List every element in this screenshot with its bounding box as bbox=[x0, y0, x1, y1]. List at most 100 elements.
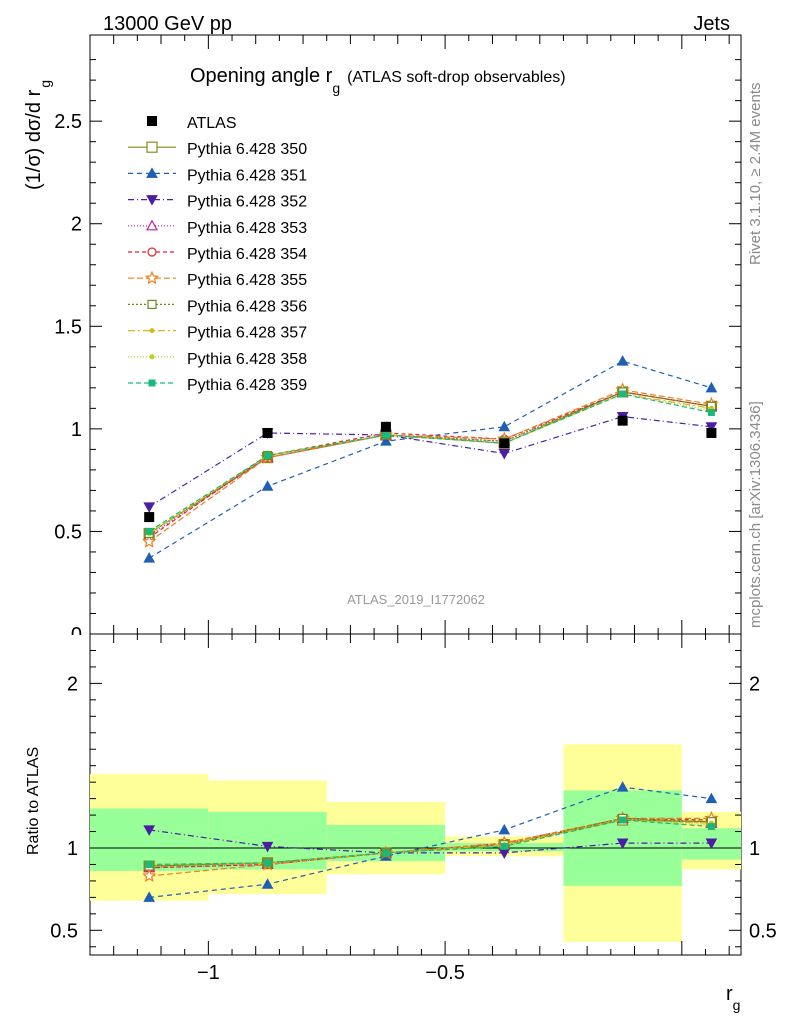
ratio-y-tick-label-right: 2 bbox=[749, 673, 760, 695]
main-series-point-9 bbox=[619, 390, 627, 398]
legend-label-6: Pythia 6.428 356 bbox=[187, 298, 307, 315]
legend-marker-9 bbox=[148, 379, 156, 387]
main-y-axis-label-subscript: g bbox=[37, 80, 53, 88]
ratio-series-line-5 bbox=[149, 817, 712, 877]
legend-label-9: Pythia 6.428 359 bbox=[187, 377, 307, 394]
ratio-y-tick-label-right: 0.5 bbox=[749, 920, 777, 942]
header-process: 13000 GeV pp bbox=[103, 13, 232, 35]
main-series-line-1 bbox=[148, 360, 712, 559]
ratio-series-point-1 bbox=[498, 823, 511, 835]
main-y-tick-label: 0.5 bbox=[54, 521, 82, 543]
main-series-point-1 bbox=[705, 381, 718, 393]
main-series-point-2 bbox=[705, 422, 718, 433]
atlas-data-point bbox=[380, 421, 391, 432]
legend-marker-4 bbox=[147, 247, 157, 257]
main-series-point-2 bbox=[143, 502, 156, 513]
ratio-series-point-9 bbox=[707, 823, 715, 831]
main-series-point-5 bbox=[142, 534, 157, 548]
legend-label-4: Pythia 6.428 354 bbox=[187, 246, 307, 263]
ratio-series-point-2 bbox=[261, 841, 274, 853]
mcplots-label: mcplots.cern.ch [arXiv:1306.3436] bbox=[747, 401, 764, 628]
legend-marker-3 bbox=[145, 219, 159, 231]
ratio-y-tick-label: 1 bbox=[67, 838, 78, 860]
main-series-point-9 bbox=[707, 408, 715, 416]
ratio-series-point-1 bbox=[261, 878, 274, 889]
ratio-series-point-5 bbox=[142, 868, 157, 883]
legend-label-2: Pythia 6.428 352 bbox=[187, 194, 307, 211]
ratio-series-point-2 bbox=[143, 825, 156, 836]
ratio-series-point-2 bbox=[616, 838, 629, 850]
legend-marker-2 bbox=[146, 195, 158, 206]
main-series-point-1 bbox=[616, 355, 629, 366]
main-series-line-5 bbox=[148, 389, 712, 543]
ratio-band-inner-4 bbox=[563, 790, 682, 886]
rivet-version-label: Rivet 3.1.10, ≥ 2.4M events bbox=[747, 83, 764, 266]
x-axis-label-text: r bbox=[726, 983, 733, 1005]
ratio-series-point-9 bbox=[619, 816, 627, 824]
plot-title: Opening angle rg (ATLAS soft-drop observa… bbox=[190, 65, 566, 96]
legend-marker-5 bbox=[144, 270, 160, 285]
legend-marker-0 bbox=[146, 141, 158, 153]
main-series-line-7 bbox=[148, 393, 712, 535]
main-series-point-1 bbox=[143, 552, 156, 563]
main-series-line-9 bbox=[148, 393, 712, 532]
zero-label-mask bbox=[60, 635, 89, 649]
ratio-series-point-2 bbox=[705, 838, 718, 850]
main-series-line-8 bbox=[148, 393, 712, 535]
main-series-point-9 bbox=[382, 431, 390, 439]
main-y-tick-label: 1 bbox=[71, 419, 82, 441]
main-y-tick-label: 2 bbox=[71, 214, 82, 236]
main-series-point-9 bbox=[145, 527, 153, 535]
main-y-tick-label: 2.5 bbox=[54, 111, 82, 133]
atlas-data-point bbox=[144, 512, 155, 523]
legend-label-0: Pythia 6.428 350 bbox=[187, 141, 307, 158]
ratio-series-line-1 bbox=[149, 786, 712, 898]
legend-marker-7 bbox=[149, 328, 155, 334]
ratio-series-line-9 bbox=[149, 819, 712, 866]
header-jets: Jets bbox=[693, 13, 730, 35]
atlas-data-point bbox=[706, 427, 717, 438]
atlas-data-layer bbox=[144, 415, 717, 523]
ratio-series-point-9 bbox=[382, 849, 390, 857]
atlas-data-point bbox=[617, 415, 628, 426]
legend-label-atlas: ATLAS bbox=[187, 115, 237, 132]
main-y-axis-label: (1/σ) dσ/d rg bbox=[23, 80, 53, 190]
legend-marker-6 bbox=[147, 299, 157, 309]
ratio-y-tick-label: 0.5 bbox=[50, 920, 78, 942]
x-axis-label-subscript: g bbox=[733, 997, 741, 1013]
legend-marker-8 bbox=[149, 354, 155, 360]
main-series-point-2 bbox=[498, 448, 511, 460]
ratio-series-point-9 bbox=[500, 842, 508, 850]
ratio-y-axis-label: Ratio to ATLAS bbox=[25, 747, 42, 855]
mc-series-layer bbox=[142, 355, 719, 902]
atlas-data-point bbox=[499, 438, 510, 449]
main-series-point-1 bbox=[498, 420, 511, 432]
legend-label-1: Pythia 6.428 351 bbox=[187, 167, 307, 184]
ratio-y-tick-label-right: 1 bbox=[749, 838, 760, 860]
analysis-watermark: ATLAS_2019_I1772062 bbox=[347, 592, 485, 607]
legend-label-7: Pythia 6.428 357 bbox=[187, 325, 307, 342]
x-tick-label: −1 bbox=[197, 962, 220, 984]
main-series-line-6 bbox=[148, 391, 712, 535]
plot-title-main: Opening angle r bbox=[190, 65, 333, 87]
atlas-data-point bbox=[262, 427, 273, 438]
main-series-line-2 bbox=[148, 415, 712, 508]
main-y-axis-label-text: (1/σ) dσ/d r bbox=[23, 89, 45, 190]
legend-label-3: Pythia 6.428 353 bbox=[187, 220, 307, 237]
ratio-y-tick-label: 2 bbox=[67, 673, 78, 695]
legend-marker-atlas bbox=[147, 116, 157, 126]
plot-title-subscript: g bbox=[332, 80, 340, 96]
main-y-tick-label: 1.5 bbox=[54, 316, 82, 338]
ratio-series-point-1 bbox=[705, 792, 718, 804]
x-axis-label: rg bbox=[726, 983, 740, 1013]
ratio-series-point-1 bbox=[616, 781, 629, 792]
x-tick-label: −0.5 bbox=[425, 962, 464, 984]
ratio-series-point-1 bbox=[143, 891, 156, 902]
plot-title-suffix: (ATLAS soft-drop observables) bbox=[347, 69, 565, 86]
legend-label-8: Pythia 6.428 358 bbox=[187, 351, 307, 368]
main-series-point-9 bbox=[264, 452, 272, 460]
legend-label-5: Pythia 6.428 355 bbox=[187, 272, 307, 289]
legend-marker-1 bbox=[146, 167, 158, 178]
